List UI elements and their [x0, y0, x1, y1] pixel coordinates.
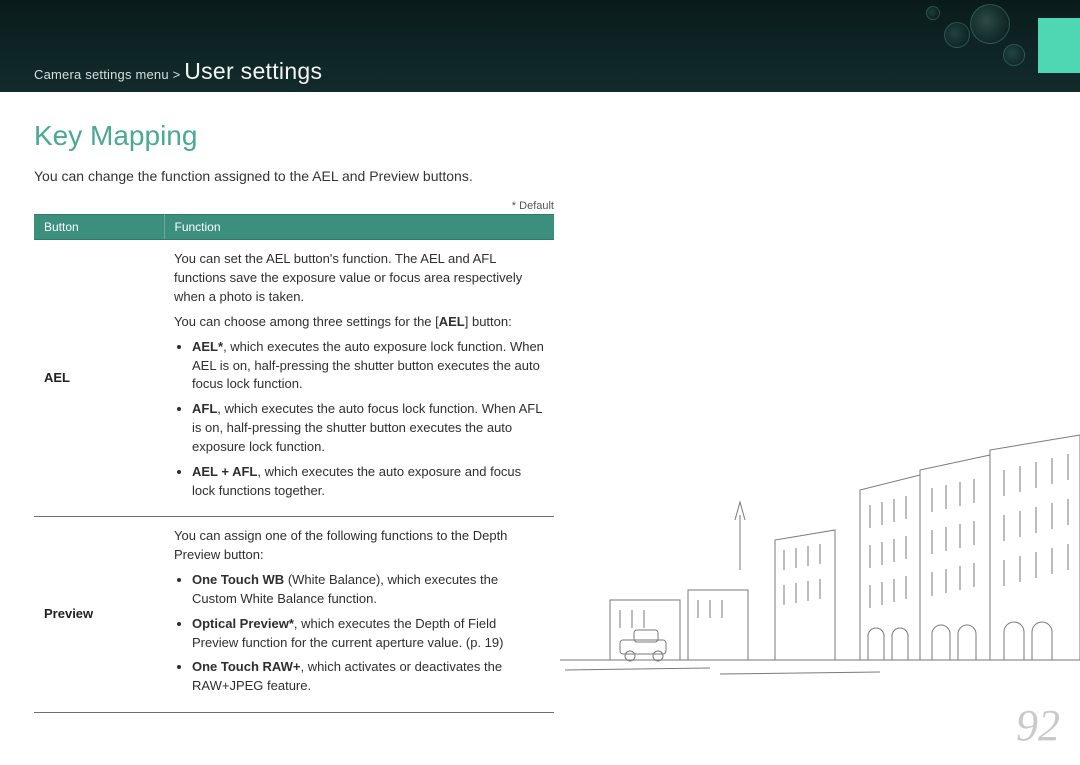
breadcrumb-section: User settings [184, 58, 322, 84]
button-preview: Preview [34, 517, 164, 713]
breadcrumb: Camera settings menu > User settings [34, 58, 322, 85]
bokeh-circle [1003, 44, 1025, 66]
list-item: AEL*, which executes the auto exposure l… [192, 338, 546, 395]
list-item: Optical Preview*, which executes the Dep… [192, 615, 546, 653]
preview-intro: You can assign one of the following func… [174, 527, 546, 565]
list-item: AFL, which executes the auto focus lock … [192, 400, 546, 457]
item-name: Optical Preview* [192, 616, 294, 631]
function-preview: You can assign one of the following func… [164, 517, 554, 713]
content-area: Key Mapping You can change the function … [34, 120, 554, 713]
col-function: Function [164, 215, 554, 240]
bokeh-circle [944, 22, 970, 48]
cityscape-illustration [560, 400, 1080, 700]
item-name: One Touch RAW+ [192, 659, 300, 674]
ael-items: AEL*, which executes the auto exposure l… [174, 338, 546, 501]
item-text: , which executes the auto focus lock fun… [192, 401, 542, 454]
ael-sub: You can choose among three settings for … [174, 313, 546, 332]
key-mapping-table: Button Function AEL You can set the AEL … [34, 214, 554, 713]
default-note: * Default [34, 200, 554, 212]
bokeh-circle [970, 4, 1010, 44]
ael-sub-key: AEL [439, 314, 465, 329]
bokeh-circle [926, 6, 940, 20]
breadcrumb-prefix: Camera settings menu > [34, 67, 184, 82]
manual-page: Camera settings menu > User settings Key… [0, 0, 1080, 765]
ael-intro: You can set the AEL button's function. T… [174, 250, 546, 307]
button-ael: AEL [34, 240, 164, 517]
section-tab [1038, 18, 1080, 73]
list-item: One Touch RAW+, which activates or deact… [192, 658, 546, 696]
table-row: AEL You can set the AEL button's functio… [34, 240, 554, 517]
intro-text: You can change the function assigned to … [34, 166, 554, 186]
preview-items: One Touch WB (White Balance), which exec… [174, 571, 546, 696]
list-item: One Touch WB (White Balance), which exec… [192, 571, 546, 609]
ael-sub-pre: You can choose among three settings for … [174, 314, 439, 329]
col-button: Button [34, 215, 164, 240]
page-number: 92 [1016, 700, 1060, 751]
page-title: Key Mapping [34, 120, 554, 152]
item-name: AFL [192, 401, 217, 416]
item-name: One Touch WB [192, 572, 284, 587]
ael-sub-post: ] button: [465, 314, 512, 329]
function-ael: You can set the AEL button's function. T… [164, 240, 554, 517]
list-item: AEL + AFL, which executes the auto expos… [192, 463, 546, 501]
header-band: Camera settings menu > User settings [0, 0, 1080, 92]
item-text: , which executes the auto exposure lock … [192, 339, 544, 392]
table-row: Preview You can assign one of the follow… [34, 517, 554, 713]
item-name: AEL + AFL [192, 464, 257, 479]
item-name: AEL* [192, 339, 223, 354]
